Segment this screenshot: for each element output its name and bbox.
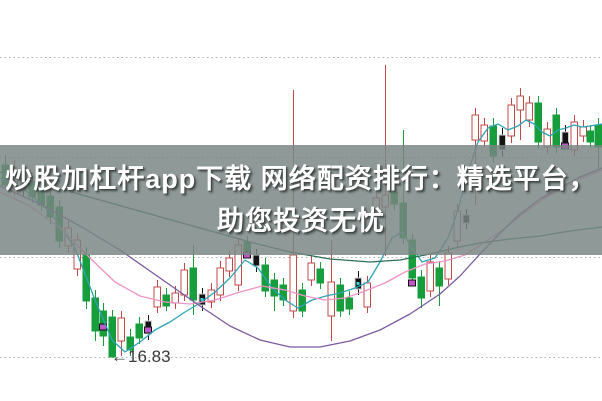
candle-body: [381, 194, 389, 208]
candle-body: [279, 284, 287, 301]
candle-body: [543, 128, 551, 148]
candle-body: [117, 317, 125, 342]
candle-body: [561, 131, 569, 144]
candle-body: [108, 316, 116, 358]
candle-body: [462, 214, 470, 224]
candle-body: [171, 292, 179, 304]
candle-body: [525, 102, 533, 121]
candle-body: [489, 125, 497, 157]
candle-body: [516, 95, 524, 111]
candle-body: [207, 289, 215, 303]
ma-long-slate: [0, 171, 602, 263]
candle-body: [91, 297, 99, 332]
candle-body: [426, 261, 434, 292]
candle-body: [46, 195, 54, 218]
candle-body: [453, 210, 461, 242]
candle-body: [579, 126, 587, 137]
candle-body: [498, 134, 506, 151]
candle-body: [307, 262, 315, 281]
candle-body: [316, 268, 324, 284]
candle-body: [153, 286, 161, 308]
candle-body: [298, 289, 306, 312]
candle-body: [586, 130, 594, 143]
signal-marker: [144, 326, 152, 334]
candle-body: [225, 257, 233, 272]
price-low-annotation: ←16.83: [111, 347, 171, 366]
ma-short-teal: [0, 119, 602, 353]
ma-mid-pink: [0, 169, 602, 305]
candle-body: [126, 336, 134, 351]
candle-body: [189, 267, 197, 301]
candle-body: [363, 282, 371, 308]
candle-body: [135, 323, 143, 339]
candle-body: [417, 276, 425, 299]
candle-body: [471, 114, 479, 141]
candle-body: [243, 241, 251, 253]
signal-marker: [561, 142, 569, 150]
candle-body: [345, 297, 353, 310]
candle-body: [216, 267, 224, 296]
candle-body: [55, 206, 63, 242]
candle-body: [289, 254, 297, 312]
candle-body: [390, 191, 398, 205]
candle-body: [444, 252, 452, 280]
candle-body: [372, 197, 380, 211]
candle-dot: [356, 282, 360, 285]
candle-body: [594, 124, 602, 148]
candle-body: [162, 294, 170, 307]
candle-body: [180, 269, 188, 296]
candle-body: [507, 104, 515, 137]
signal-marker: [243, 251, 251, 259]
candle-body: [435, 267, 443, 287]
candle-dot: [200, 298, 204, 301]
signal-marker: [408, 279, 416, 287]
candle-body: [252, 254, 260, 267]
candle-body: [534, 102, 542, 143]
